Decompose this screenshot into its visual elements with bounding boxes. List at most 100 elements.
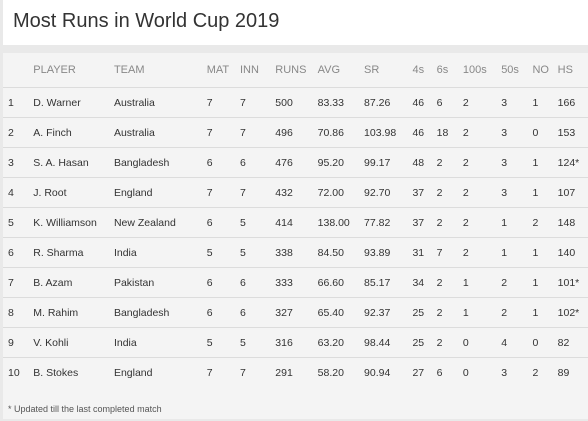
cell-50s: 3 xyxy=(501,366,508,379)
cell-team: New Zealand xyxy=(113,207,207,238)
cell-team: Bangladesh xyxy=(113,297,207,328)
cell-no: 0 xyxy=(532,117,558,148)
cell-runs: 476 xyxy=(275,147,318,178)
stats-table: PLAYER TEAM MAT INN RUNS AVG SR 4s 6s 100s 50s NO HS… xyxy=(3,53,588,387)
cell-runs: 500 xyxy=(275,87,318,118)
table-row: 6 R. Sharma India 5 5 338 84.50 93.89 31 7 2 1 1 140 xyxy=(3,237,588,268)
cell-rank: 6 xyxy=(3,237,34,268)
cell-50s: 3 xyxy=(501,117,533,148)
cell-hs: 82 xyxy=(557,327,588,358)
cell-inn: 5 xyxy=(240,327,276,358)
cell-avg: 70.86 xyxy=(317,117,365,148)
cell-player: B. Azam xyxy=(33,267,114,298)
cell-50s: 3 xyxy=(501,147,533,178)
table-body: 1 D. Warner Australia 7 7 500 83.33 87.26 46 6 2 3 1… xyxy=(3,87,588,388)
cell-no: 2 xyxy=(532,207,558,238)
cell-no: 1 xyxy=(532,267,558,298)
cell-sr: 103.98 xyxy=(364,117,413,148)
cell-6s: 2 xyxy=(436,207,463,238)
cell-player: B. Stokes xyxy=(33,366,79,379)
cell-rank: 5 xyxy=(3,207,34,238)
cell-6s: 2 xyxy=(436,327,463,358)
table-row: 8 M. Rahim Bangladesh 6 6 327 65.40 92.37 25 2 1 2 1… xyxy=(3,297,588,328)
cell-100s: 0 xyxy=(462,327,502,358)
table-row: 10 B. Stokes England 7 7 291 58.20 90.94 27 6 0 3 2 8… xyxy=(3,358,588,388)
table-row: 5 K. Williamson New Zealand 6 5 414 138.00 77.8… xyxy=(3,207,588,238)
cell-inn: 5 xyxy=(240,207,276,238)
cell-runs: 414 xyxy=(275,207,318,238)
cell-6s: 18 xyxy=(436,117,463,148)
cell-sr: 87.26 xyxy=(364,87,413,118)
cell-hs: 124* xyxy=(557,147,588,178)
cell-sr: 92.37 xyxy=(364,297,413,328)
cell-50s: 3 xyxy=(501,87,533,118)
cell-mat: 7 xyxy=(206,366,213,379)
cell-avg: 63.20 xyxy=(317,327,365,358)
cell-team: Pakistan xyxy=(113,267,207,298)
cell-team: Australia xyxy=(113,87,207,118)
cell-mat: 7 xyxy=(206,87,240,118)
cell-4s: 37 xyxy=(412,177,437,208)
column-header-mat: MAT xyxy=(206,53,240,88)
cell-runs: 316 xyxy=(275,327,318,358)
cell-rank: 10 xyxy=(8,366,20,379)
cell-hs: 140 xyxy=(557,237,588,268)
cell-50s: 1 xyxy=(501,237,533,268)
cell-4s: 25 xyxy=(412,327,437,358)
column-header-runs: RUNS xyxy=(275,53,318,88)
cell-mat: 6 xyxy=(206,207,240,238)
cell-player: D. Warner xyxy=(33,87,114,118)
cell-avg: 72.00 xyxy=(317,177,365,208)
table-row: 3 S. A. Hasan Bangladesh 6 6 476 95.20 99.17 48 2… xyxy=(3,147,588,178)
cell-100s: 2 xyxy=(462,177,502,208)
column-header-hs: HS xyxy=(557,53,588,88)
column-header-4s: 4s xyxy=(412,53,437,88)
cell-mat: 6 xyxy=(206,147,240,178)
cell-runs: 327 xyxy=(275,297,318,328)
cell-avg: 65.40 xyxy=(317,297,365,328)
cell-hs: 102* xyxy=(557,297,588,328)
cell-no: 2 xyxy=(532,366,539,379)
cell-no: 1 xyxy=(532,177,558,208)
cell-50s: 2 xyxy=(501,297,533,328)
cell-inn: 7 xyxy=(240,177,276,208)
cell-4s: 27 xyxy=(412,366,425,379)
column-header-sr: SR xyxy=(364,53,413,88)
title-bar: Most Runs in World Cup 2019 xyxy=(3,0,588,45)
cell-inn: 7 xyxy=(240,87,276,118)
cell-100s: 2 xyxy=(462,237,502,268)
page-title: Most Runs in World Cup 2019 xyxy=(13,10,280,32)
cell-6s: 6 xyxy=(436,87,463,118)
cell-100s: 1 xyxy=(462,297,502,328)
cell-no: 1 xyxy=(532,297,558,328)
table-row: 1 D. Warner Australia 7 7 500 83.33 87.26 46 6 2 3 1… xyxy=(3,87,588,118)
cell-sr: 77.82 xyxy=(364,207,413,238)
table-row: 2 A. Finch Australia 7 7 496 70.86 103.98 46 18 2 3… xyxy=(3,117,588,148)
cell-4s: 34 xyxy=(412,267,437,298)
cell-hs: 89 xyxy=(557,366,570,379)
cell-mat: 5 xyxy=(206,237,240,268)
cell-mat: 5 xyxy=(206,327,240,358)
cell-hs: 148 xyxy=(557,207,588,238)
table-row: 7 B. Azam Pakistan 6 6 333 66.60 85.17 34 2 1 2 1 101… xyxy=(3,267,588,298)
column-header-6s: 6s xyxy=(436,53,463,88)
cell-team: India xyxy=(113,327,207,358)
cell-runs: 291 xyxy=(275,366,293,379)
cell-sr: 98.44 xyxy=(364,327,413,358)
cell-avg: 84.50 xyxy=(317,237,365,268)
cell-100s: 2 xyxy=(462,117,502,148)
cell-runs: 338 xyxy=(275,237,318,268)
cell-player: M. Rahim xyxy=(33,297,114,328)
cell-runs: 432 xyxy=(275,177,318,208)
cell-team: Bangladesh xyxy=(113,147,207,178)
cell-player: K. Williamson xyxy=(33,207,114,238)
cell-avg: 95.20 xyxy=(317,147,365,178)
cell-6s: 2 xyxy=(436,297,463,328)
cell-rank: 9 xyxy=(3,327,34,358)
cell-100s: 2 xyxy=(462,87,502,118)
cell-rank: 3 xyxy=(3,147,34,178)
cell-sr: 85.17 xyxy=(364,267,413,298)
footnote: * Updated till the last completed match xyxy=(8,404,162,414)
cell-mat: 6 xyxy=(206,297,240,328)
cell-runs: 333 xyxy=(275,267,318,298)
